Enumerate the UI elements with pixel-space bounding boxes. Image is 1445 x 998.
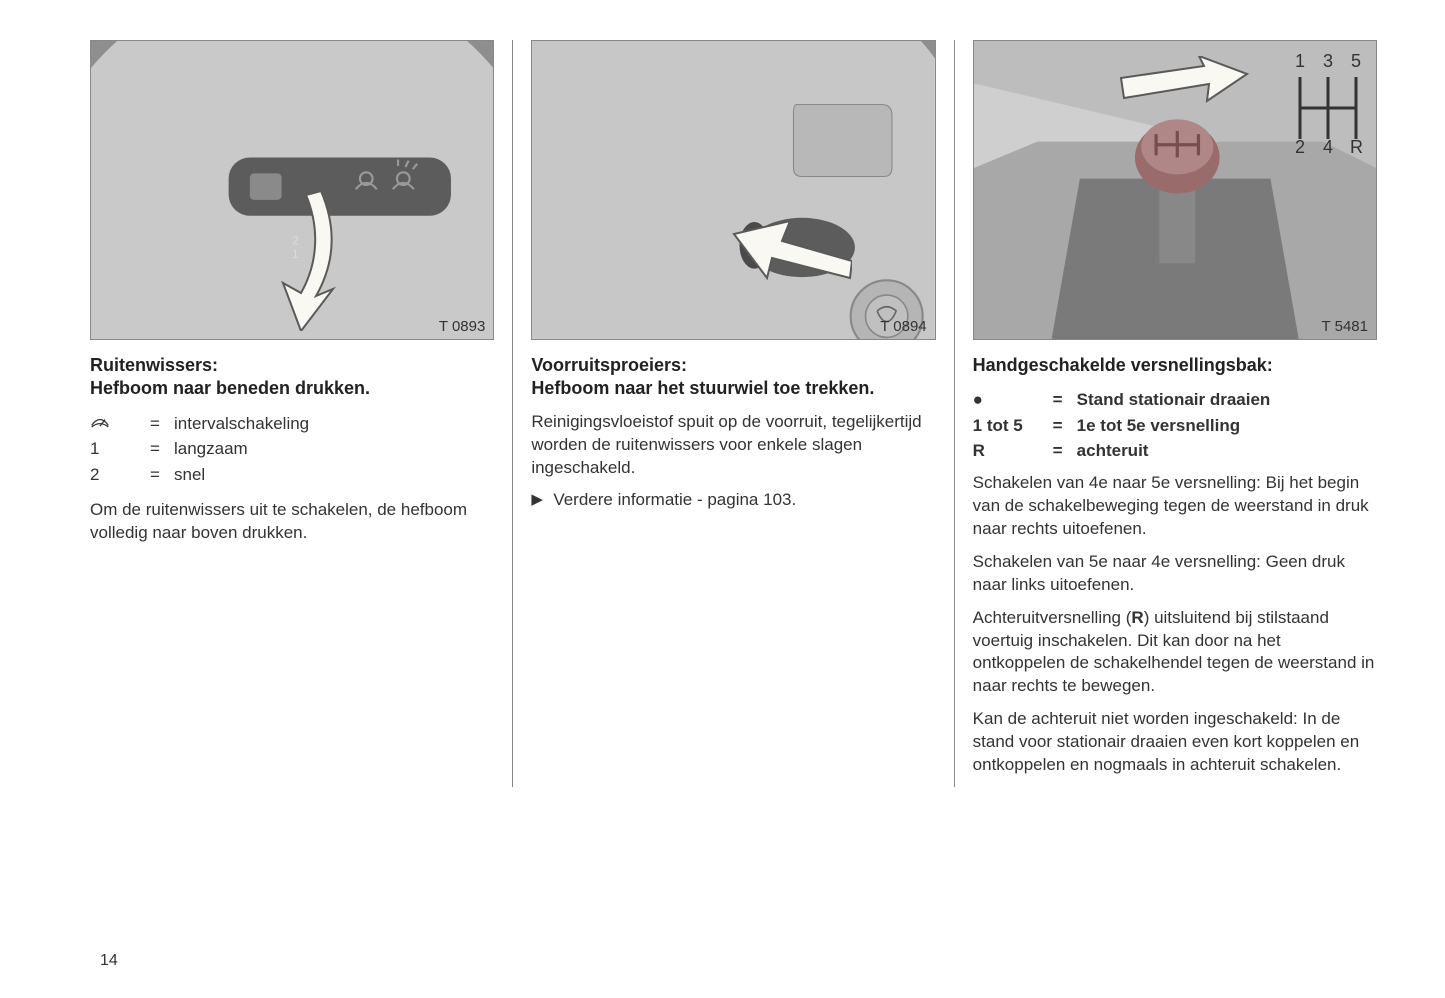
wiper-interval-icon — [90, 415, 110, 429]
legend-desc: langzaam — [174, 436, 248, 462]
gear-label: 5 — [1351, 51, 1361, 71]
heading-line: Handgeschakelde versnellingsbak: — [973, 355, 1273, 375]
figure-label: T 5481 — [1322, 318, 1368, 335]
heading-line: Ruitenwissers: — [90, 355, 218, 375]
def-symbol: R — [973, 438, 1053, 464]
heading-line: Voorruitsproeiers: — [531, 355, 687, 375]
arrow-left-icon — [732, 206, 852, 286]
legend-row: 1 = langzaam — [90, 436, 494, 462]
figure-label: T 0893 — [439, 318, 485, 335]
gear-label: 4 — [1323, 137, 1333, 154]
arrow-down-icon — [261, 191, 351, 331]
legend-eq: = — [150, 436, 174, 462]
paragraph: Schakelen van 5e naar 4e versnelling: Ge… — [973, 551, 1377, 597]
arrow-right-icon — [1119, 56, 1249, 111]
heading-gearbox: Handgeschakelde versnellingsbak: — [973, 354, 1377, 377]
column-gearbox: 1 3 5 2 4 R T 5481 Handgeschakelde versn… — [955, 40, 1395, 787]
def-symbol: ● — [973, 387, 1053, 413]
gear-label: 2 — [1295, 137, 1305, 154]
def-symbol: 1 tot 5 — [973, 413, 1053, 439]
def-eq: = — [1053, 438, 1077, 464]
legend-symbol: 2 — [90, 462, 150, 488]
paragraph: Kan de achteruit niet worden ingeschakel… — [973, 708, 1377, 777]
def-eq: = — [1053, 387, 1077, 413]
legend-desc: snel — [174, 462, 205, 488]
figure-gearbox: 1 3 5 2 4 R T 5481 — [973, 40, 1377, 340]
paragraph: Reinigingsvloeistof spuit op de voorruit… — [531, 411, 935, 480]
page-number: 14 — [100, 952, 118, 970]
bullet-marker-icon: ▶ — [531, 490, 553, 508]
column-washers: T 0894 Voorruitsproeiers: Hefboom naar h… — [513, 40, 954, 787]
legend-symbol — [90, 411, 150, 437]
gear-label: 1 — [1295, 51, 1305, 71]
heading-washers: Voorruitsproeiers: Hefboom naar het stuu… — [531, 354, 935, 401]
legend-eq: = — [150, 411, 174, 437]
def-desc: achteruit — [1077, 438, 1149, 464]
def-desc: 1e tot 5e versnelling — [1077, 413, 1240, 439]
heading-line: Hefboom naar beneden drukken. — [90, 378, 370, 398]
def-row: ● = Stand stationair draaien — [973, 387, 1377, 413]
legend-desc: intervalschakeling — [174, 411, 309, 437]
legend-symbol: 1 — [90, 436, 150, 462]
figure-washers: T 0894 — [531, 40, 935, 340]
legend-row: = intervalschakeling — [90, 411, 494, 437]
manual-page: 2 1 T 0893 Ruitenwissers: Hefboom naar b… — [0, 0, 1445, 787]
def-eq: = — [1053, 413, 1077, 439]
heading-wipers: Ruitenwissers: Hefboom naar beneden druk… — [90, 354, 494, 401]
figure-wipers: 2 1 T 0893 — [90, 40, 494, 340]
def-row: R = achteruit — [973, 438, 1377, 464]
figure-label: T 0894 — [880, 318, 926, 335]
gear-pattern-diagram: 1 3 5 2 4 R — [1288, 49, 1368, 154]
def-row: 1 tot 5 = 1e tot 5e versnelling — [973, 413, 1377, 439]
column-wipers: 2 1 T 0893 Ruitenwissers: Hefboom naar b… — [90, 40, 513, 787]
definition-list-gearbox: ● = Stand stationair draaien 1 tot 5 = 1… — [973, 387, 1377, 464]
legend-wipers: = intervalschakeling 1 = langzaam 2 = sn… — [90, 411, 494, 488]
bullet-paragraph: ▶ Verdere informatie - pagina 103. — [531, 490, 935, 510]
illustration-washers — [532, 41, 934, 340]
paragraph: Achteruitversnelling (R) uitsluitend bij… — [973, 607, 1377, 699]
heading-line: Hefboom naar het stuurwiel toe trekken. — [531, 378, 874, 398]
gear-label: 3 — [1323, 51, 1333, 71]
paragraph: Om de ruitenwissers uit te schakelen, de… — [90, 499, 494, 545]
paragraph: Schakelen van 4e naar 5e versnelling: Bi… — [973, 472, 1377, 541]
legend-eq: = — [150, 462, 174, 488]
bullet-text: Verdere informatie - pagina 103. — [553, 490, 796, 510]
legend-row: 2 = snel — [90, 462, 494, 488]
gear-label: R — [1350, 137, 1363, 154]
def-desc: Stand stationair draaien — [1077, 387, 1271, 413]
